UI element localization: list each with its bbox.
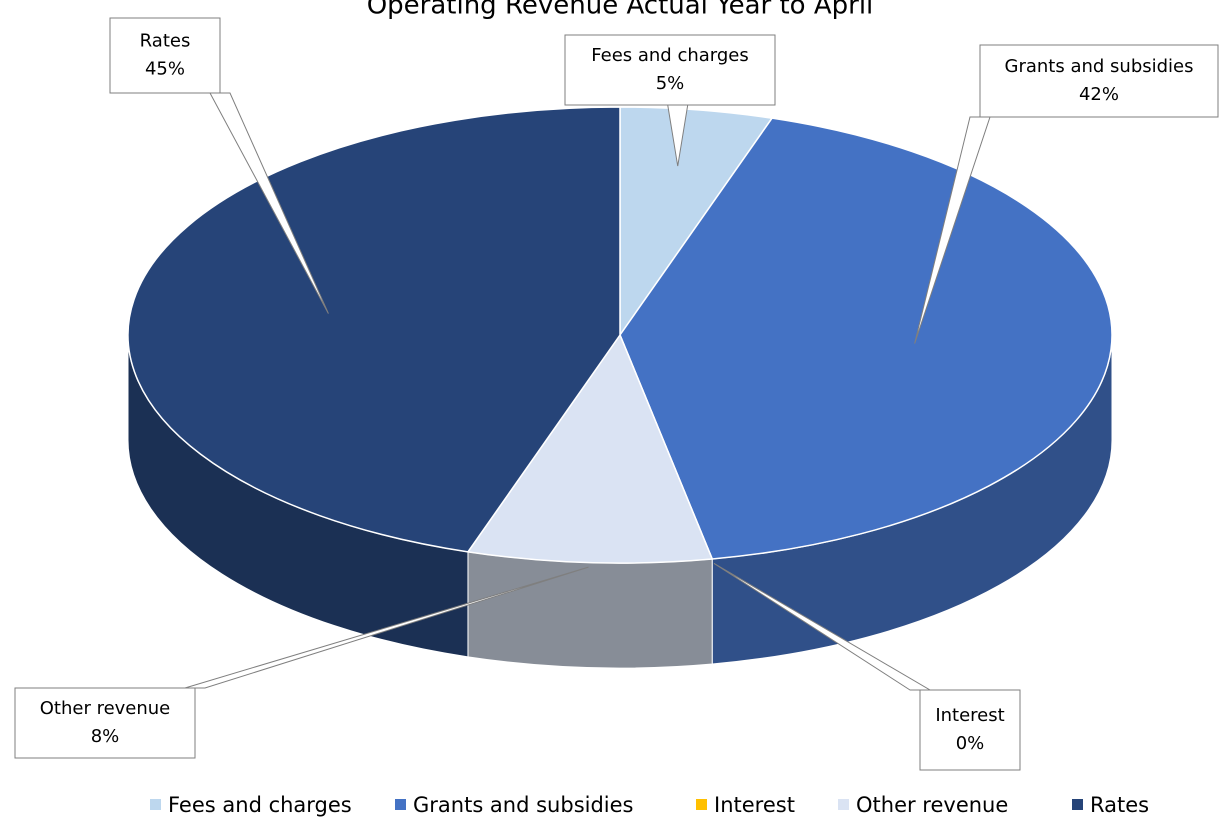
data-label-name: Other revenue: [40, 698, 171, 719]
legend-label: Fees and charges: [168, 793, 352, 817]
legend-swatch: [1072, 799, 1083, 810]
chart-title: Operating Revenue Actual Year to April: [367, 0, 874, 21]
legend-label: Grants and subsidies: [413, 793, 634, 817]
legend-swatch: [395, 799, 406, 810]
callout-box: [564, 34, 776, 106]
data-label-value: 45%: [145, 59, 185, 80]
legend-label: Rates: [1090, 793, 1149, 817]
data-label-name: Fees and charges: [591, 45, 749, 66]
data-label-value: 5%: [656, 73, 685, 94]
legend-swatch: [150, 799, 161, 810]
data-label-name: Grants and subsidies: [1005, 56, 1194, 77]
data-label-value: 0%: [956, 733, 985, 754]
slice: [619, 106, 774, 338]
callout-box: [14, 687, 196, 759]
data-label-value: 8%: [91, 726, 120, 747]
slice: [127, 106, 621, 553]
legend-swatch: [696, 799, 707, 810]
slice: [619, 117, 1113, 560]
slice-side: [467, 551, 713, 669]
legend-label: Other revenue: [856, 793, 1008, 817]
slice: [466, 333, 714, 564]
callout-box: [979, 44, 1219, 118]
data-label-name: Interest: [935, 705, 1004, 726]
data-label-value: 42%: [1079, 84, 1119, 105]
callout-box: [109, 17, 221, 94]
data-label-name: Rates: [140, 31, 191, 52]
callout-box: [919, 689, 1021, 771]
legend-label: Interest: [714, 793, 795, 817]
legend-swatch: [838, 799, 849, 810]
